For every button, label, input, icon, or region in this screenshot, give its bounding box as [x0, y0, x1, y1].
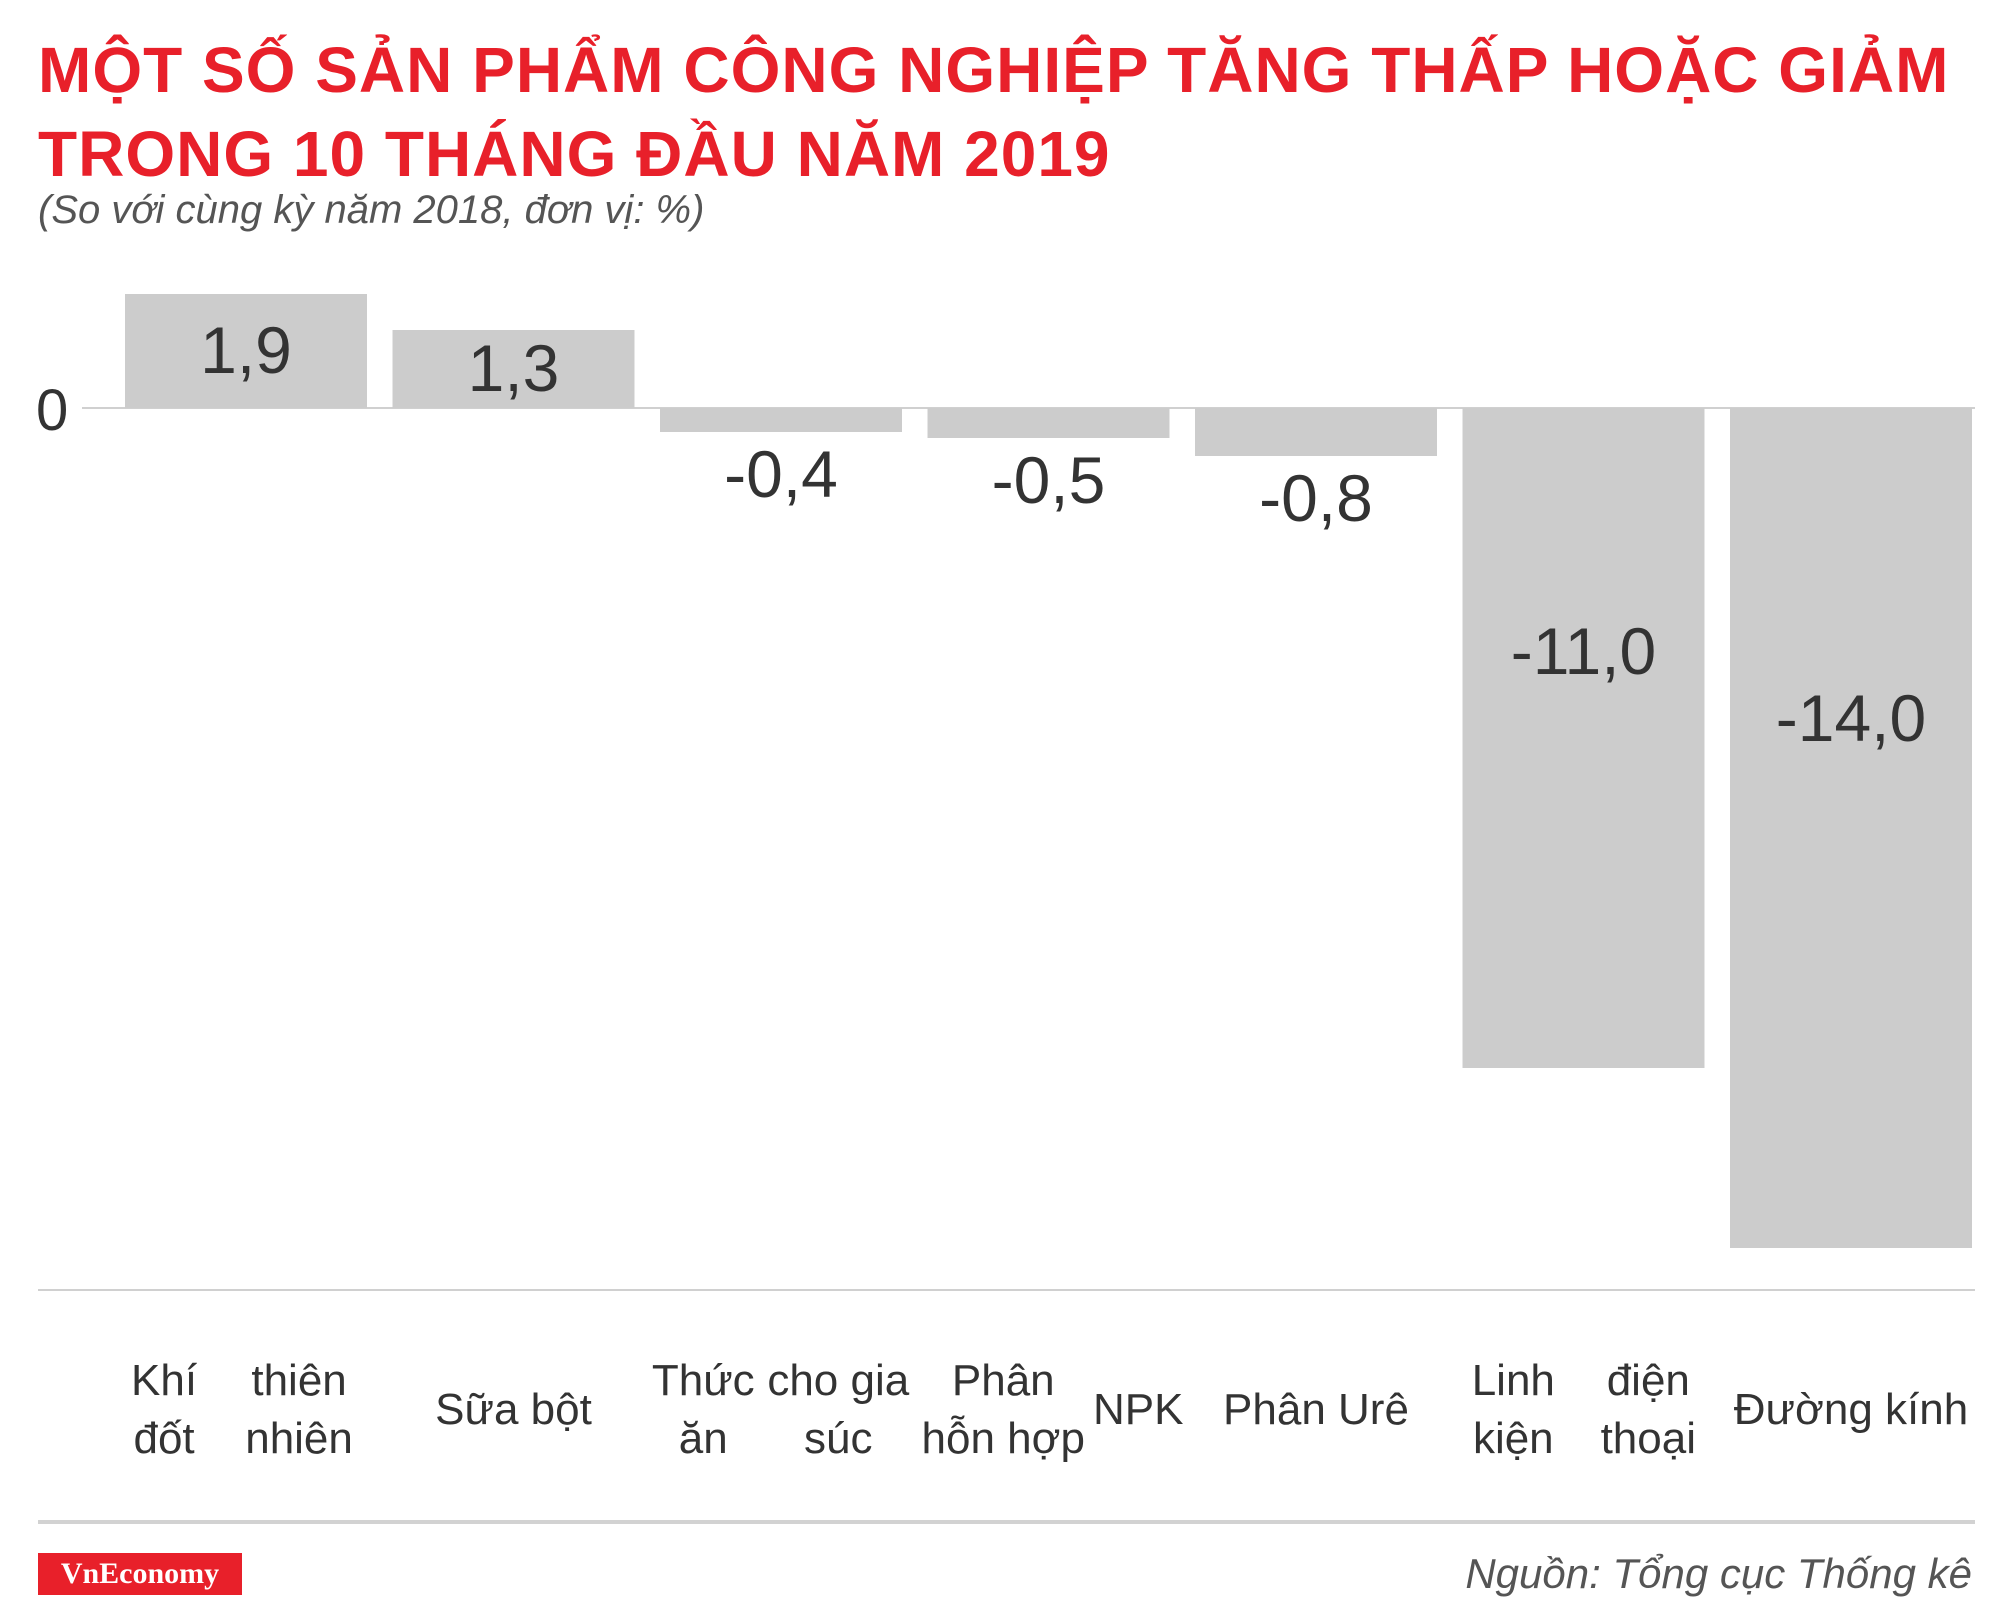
chart-title-line-2: TRONG 10 THÁNG ĐẦU NĂM 2019 [38, 118, 1111, 190]
bar-value-label-3: -0,4 [724, 437, 838, 511]
category-label-6: Linh kiện điện thoại [1449, 1345, 1719, 1475]
bar-2 [392, 330, 635, 408]
source-note: Nguồn: Tổng cục Thống kê [1465, 1550, 1972, 1597]
zero-axis-label: 0 [36, 378, 68, 443]
bar-1 [125, 294, 367, 408]
category-label-5: Phân Urê [1181, 1345, 1451, 1475]
category-label-3: Thức ăn cho gia súc [646, 1345, 916, 1475]
footer-divider [38, 1520, 1975, 1524]
category-label-line: Phân Urê [1223, 1385, 1409, 1434]
bar-value-label-2: 1,3 [468, 331, 560, 405]
bar-7 [1730, 408, 1972, 1248]
category-label-line: cho gia súc [767, 1356, 910, 1463]
category-label-line: Phân hỗn hợp [921, 1356, 1085, 1463]
bar-chart: 0 1,9 1,3 -0,4 -0,5 -0,8 -11,0 -14,0 [36, 294, 1975, 1291]
category-label-line: Đường kính [1733, 1385, 1969, 1434]
category-label-line: Sữa bột [435, 1385, 592, 1434]
chart-title-line-1: MỘT SỐ SẢN PHẨM CÔNG NGHIỆP TĂNG THẤP HO… [38, 34, 1950, 106]
category-label-line: điện thoại [1600, 1356, 1696, 1463]
bar-6 [1462, 408, 1705, 1068]
bar-5 [1195, 408, 1437, 456]
bar-value-label-5: -0,8 [1259, 461, 1373, 535]
category-label-line: Khí đốt [131, 1356, 198, 1463]
category-label-1: Khí đốt thiên nhiên [111, 1345, 381, 1475]
category-label-4: Phân hỗn hợp NPK [914, 1345, 1184, 1475]
bar-value-label-6: -11,0 [1511, 614, 1657, 688]
category-label-2: Sữa bột [379, 1345, 649, 1475]
category-label-line: thiên nhiên [245, 1356, 353, 1463]
category-label-line: Linh kiện [1471, 1356, 1555, 1463]
category-label-line: Thức ăn [651, 1356, 755, 1463]
chart-title: MỘT SỐ SẢN PHẨM CÔNG NGHIỆP TĂNG THẤP HO… [38, 28, 1950, 196]
vneconomy-logo: VnEconomy [38, 1553, 242, 1595]
bar-4 [927, 408, 1170, 438]
chart-subtitle: (So với cùng kỳ năm 2018, đơn vị: %) [38, 188, 705, 232]
bar-value-label-1: 1,9 [200, 313, 292, 387]
bar-value-label-4: -0,5 [992, 443, 1106, 517]
category-label-7: Đường kính [1716, 1345, 1986, 1475]
category-label-line: NPK [1093, 1385, 1184, 1434]
bar-3 [660, 408, 902, 432]
bar-value-label-7: -14,0 [1776, 681, 1926, 755]
